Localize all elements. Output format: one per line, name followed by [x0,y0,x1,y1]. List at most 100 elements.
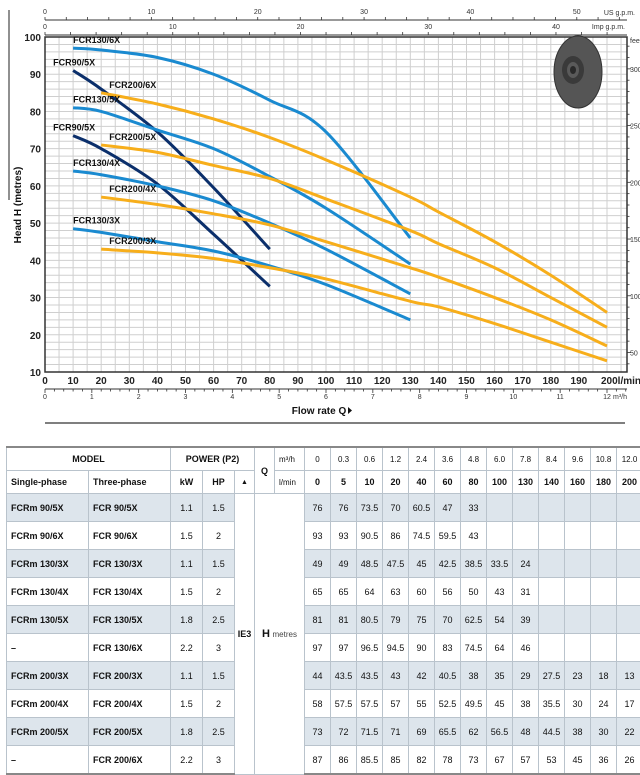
head-value: 52.5 [435,690,461,718]
head-value: 53 [539,746,565,775]
x-tick-label: 120 [374,376,391,387]
x-tick-label: 190 [571,376,588,387]
head-value: 76 [331,494,357,522]
y-tick-label: 50 [30,219,42,230]
head-value [539,634,565,662]
head-value: 44 [305,662,331,690]
head-value: 17 [617,690,640,718]
head-value [617,578,640,606]
m3h-value: 7.8 [513,447,539,471]
m3h-tick-label: 7 [371,394,375,401]
impeller-icon [554,36,602,108]
m3h-value: 3.6 [435,447,461,471]
head-value: 33 [461,494,487,522]
head-value: 69 [409,718,435,746]
head-value: 36 [591,746,617,775]
curve-label: FCR130/4X [73,158,120,168]
head-value: 62 [461,718,487,746]
m3h-value: 0 [305,447,331,471]
curve-label: FCR90/5X [53,58,95,68]
efficiency-class: IE3 [235,494,255,775]
feet-tick-label: 50 [630,350,638,357]
power-hp: 2 [203,690,235,718]
x-axis-title: Flow rate Q [292,406,347,417]
us-gpm-unit-label: US g.p.m. [604,10,635,17]
head-value: 42.5 [435,550,461,578]
head-value: 29 [513,662,539,690]
model-header: MODEL [7,447,171,471]
head-value: 74.5 [461,634,487,662]
y-tick-label: 30 [30,294,42,305]
q-label: Q [255,447,275,494]
head-value: 38.5 [461,550,487,578]
single-phase-model: FCRm 130/4X [7,578,89,606]
head-symbol: H [262,628,270,640]
power-hp: 3 [203,634,235,662]
head-value: 93 [305,522,331,550]
head-value: 43 [461,522,487,550]
single-phase-model: FCRm 200/5X [7,718,89,746]
power-kw: 1.1 [171,550,203,578]
head-value: 94.5 [383,634,409,662]
power-kw: 1.8 [171,606,203,634]
power-hp: 2.5 [203,718,235,746]
power-kw: 2.2 [171,746,203,775]
power-hp: 2 [203,578,235,606]
head-value [617,550,640,578]
x-axis-arrow-icon [348,407,352,414]
y-tick-label: 90 [30,70,42,81]
power-kw: 1.8 [171,718,203,746]
head-value: 96.5 [357,634,383,662]
power-hp: 1.5 [203,662,235,690]
head-value: 81 [305,606,331,634]
head-value: 62.5 [461,606,487,634]
head-value [617,494,640,522]
m3h-value: 0.6 [357,447,383,471]
three-phase-model: FCR 130/4X [89,578,171,606]
head-value: 50 [461,578,487,606]
head-value: 59.5 [435,522,461,550]
m3h-tick-label: 11 [557,394,564,401]
m3h-value: 8.4 [539,447,565,471]
three-phase-model: FCR 200/3X [89,662,171,690]
m3h-tick-label: 9 [465,394,469,401]
m3h-unit-label: m³/h [613,394,627,401]
head-value [617,522,640,550]
head-value: 43 [383,662,409,690]
head-value [539,550,565,578]
head-value: 86 [331,746,357,775]
x-tick-label: 90 [292,376,304,387]
performance-table: MODEL POWER (P2) Q m³/h 0 0.3 0.6 1.2 2.… [6,446,640,775]
x-tick-label: 140 [430,376,447,387]
m3h-tick-label: 4 [230,394,234,401]
head-value: 49.5 [461,690,487,718]
curve-label: FCR200/3X [109,236,156,246]
head-value: 57 [513,746,539,775]
head-value: 47 [435,494,461,522]
head-value: 48 [513,718,539,746]
feet-tick-label: 250 [630,124,640,131]
head-value [487,494,513,522]
head-value: 49 [331,550,357,578]
y-tick-label: 70 [30,145,42,156]
single-phase-model: FCRm 130/3X [7,550,89,578]
m3h-tick-label: 12 [603,394,611,401]
lmin-value: 60 [435,471,461,494]
us-gpm-tick-label: 10 [147,9,155,16]
head-value [565,522,591,550]
head-value: 49 [305,550,331,578]
head-value: 74.5 [409,522,435,550]
head-value [539,578,565,606]
curve-label: FCR130/3X [73,216,120,226]
head-value [565,494,591,522]
head-value: 33.5 [487,550,513,578]
lmin-value: 140 [539,471,565,494]
lmin-value: 200 [617,471,640,494]
head-value [617,634,640,662]
head-value: 40.5 [435,662,461,690]
head-value: 71.5 [357,718,383,746]
